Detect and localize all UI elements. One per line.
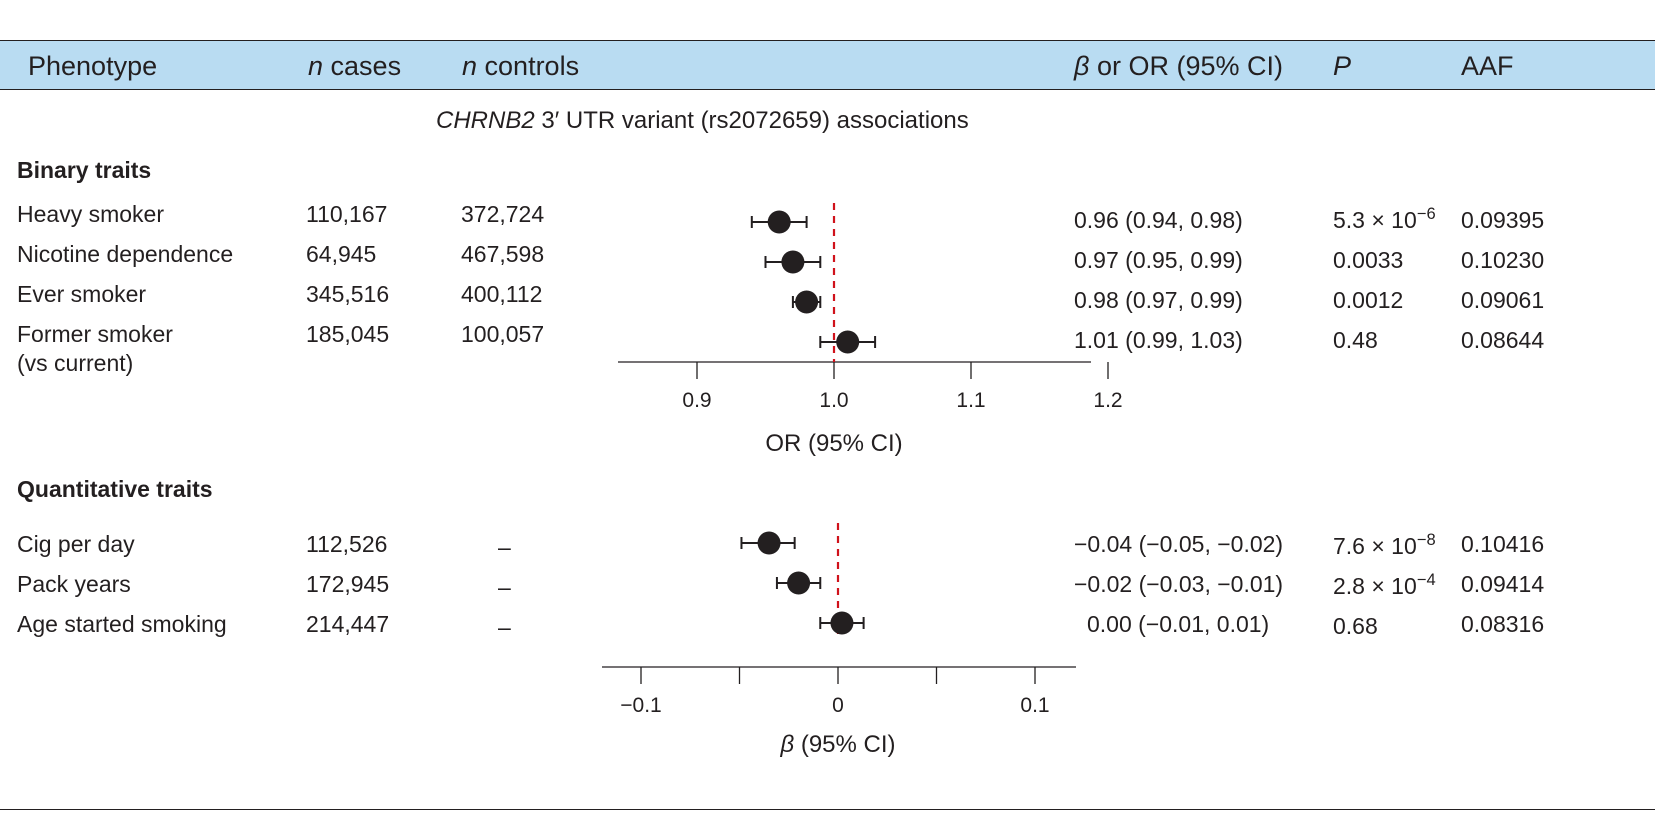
row-phenotype: Cig per day <box>17 531 135 557</box>
row-n-cases: 185,045 <box>306 321 390 347</box>
row-n-cases: 64,945 <box>306 241 377 267</box>
row-n-cases: 214,447 <box>306 611 390 637</box>
row-phenotype: Nicotine dependence <box>17 241 234 267</box>
x-tick-label: −0.1 <box>620 694 661 717</box>
row-effect-ci: 1.01 (0.99, 1.03) <box>1074 327 1243 353</box>
row-phenotype: Age started smoking <box>17 611 227 637</box>
section-title-binary: Binary traits <box>17 157 152 183</box>
row-effect-ci: −0.04 (−0.05, −0.02) <box>1074 531 1284 557</box>
row-p-value: 0.68 <box>1333 613 1378 639</box>
row-aaf: 0.08644 <box>1461 327 1545 353</box>
estimate-point <box>767 210 791 234</box>
header-n-controls: n controls <box>462 51 580 81</box>
row-aaf: 0.09414 <box>1461 571 1545 597</box>
row-p-value: 2.8 × 10−4 <box>1333 569 1436 599</box>
row-n-cases: 172,945 <box>306 571 390 597</box>
row-p-value: 0.0033 <box>1333 247 1404 273</box>
row-effect-ci: 0.96 (0.94, 0.98) <box>1074 207 1243 233</box>
estimate-point <box>795 290 819 314</box>
row-effect-ci: 0.98 (0.97, 0.99) <box>1074 287 1243 313</box>
row-n-cases: 345,516 <box>306 281 390 307</box>
x-axis-label: β (95% CI) <box>779 731 895 758</box>
row-phenotype: Heavy smoker <box>17 201 164 227</box>
row-aaf: 0.10416 <box>1461 531 1545 557</box>
table-header: Phenotype n cases n controls β or OR (95… <box>0 41 1655 90</box>
chart-subtitle: CHRNB2 3′ UTR variant (rs2072659) associ… <box>436 107 969 134</box>
estimate-point <box>757 531 781 555</box>
row-n-controls: – <box>498 614 511 640</box>
row-n-cases: 110,167 <box>306 201 388 227</box>
row-effect-ci: −0.02 (−0.03, −0.01) <box>1074 571 1284 597</box>
x-tick-label: 1.0 <box>819 389 848 412</box>
row-n-cases: 112,526 <box>306 531 388 557</box>
row-aaf: 0.09061 <box>1461 287 1545 313</box>
row-n-controls: – <box>498 574 511 600</box>
row-p-value: 7.6 × 10−8 <box>1333 529 1436 559</box>
row-aaf: 0.08316 <box>1461 611 1545 637</box>
row-n-controls: 467,598 <box>461 241 545 267</box>
row-effect-ci: 0.97 (0.95, 0.99) <box>1074 247 1243 273</box>
x-tick-label: 0.1 <box>1020 694 1049 717</box>
row-p-value: 0.48 <box>1333 327 1378 353</box>
header-p: P <box>1333 51 1352 81</box>
section-title-quantitative: Quantitative traits <box>17 476 213 502</box>
row-p-value: 5.3 × 10−6 <box>1333 203 1436 233</box>
header-phenotype: Phenotype <box>28 51 158 81</box>
x-tick-label: 1.1 <box>956 389 985 412</box>
row-p-value: 0.0012 <box>1333 287 1404 313</box>
row-phenotype-sub: (vs current) <box>17 350 134 376</box>
estimate-point <box>830 611 854 635</box>
header-effect: β or OR (95% CI) <box>1074 51 1283 81</box>
estimate-point <box>836 330 860 354</box>
x-axis-label: OR (95% CI) <box>765 430 902 457</box>
x-tick-label: 1.2 <box>1093 389 1122 412</box>
row-n-controls: 400,112 <box>461 281 543 307</box>
row-phenotype: Former smoker <box>17 321 173 347</box>
row-n-controls: – <box>498 534 511 560</box>
forest-plot-table: Phenotype n cases n controls β or OR (95… <box>0 40 1655 810</box>
row-n-controls: 372,724 <box>461 201 545 227</box>
x-tick-label: 0 <box>832 694 844 717</box>
row-phenotype: Ever smoker <box>17 281 147 307</box>
x-tick-label: 0.9 <box>682 389 711 412</box>
row-phenotype: Pack years <box>17 571 131 597</box>
row-effect-ci: 0.00 (−0.01, 0.01) <box>1087 611 1270 637</box>
estimate-point <box>781 250 805 274</box>
header-n-cases: n cases <box>308 51 402 81</box>
row-n-controls: 100,057 <box>461 321 545 347</box>
header-aaf: AAF <box>1461 51 1514 81</box>
row-aaf: 0.10230 <box>1461 247 1545 273</box>
row-aaf: 0.09395 <box>1461 207 1545 233</box>
estimate-point <box>787 571 811 595</box>
